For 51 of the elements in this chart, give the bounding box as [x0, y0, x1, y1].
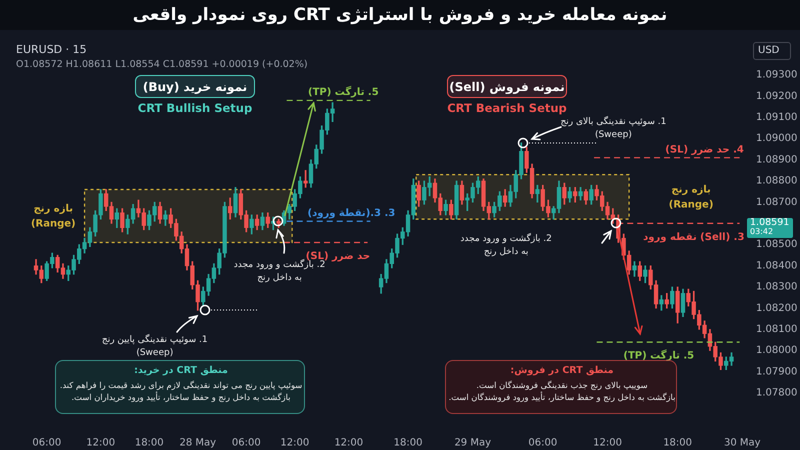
y-tick-label: 1.09300 [756, 70, 798, 81]
y-tick-label: 1.08900 [756, 154, 798, 166]
x-tick-label: 29 May [454, 438, 492, 449]
annotation: سوییپ بالای رنج جذب نقدینگی فروشندگان است. بازگشت به داخل رنج و حفظ ساختار، تأیید ورود فروشندگان است. [448, 379, 676, 404]
y-tick-label: 1.08300 [756, 282, 798, 293]
x-tick-label: 12:00 [86, 438, 116, 449]
x-tick-label: 06:00 [528, 438, 558, 449]
annotation: 1. سوئیپ نقدینگی بالای رنج (Sweep) [559, 116, 668, 142]
y-tick-label: 1.08000 [756, 345, 798, 356]
y-tick-label: 1.08700 [756, 196, 798, 208]
x-tick-label: 06:00 [32, 438, 62, 449]
x-tick-label: 12:00 [334, 438, 364, 449]
ref-line-label: 3. 3.(نقطة ورود) [308, 208, 396, 219]
x-tick-label: 18:00 [394, 438, 422, 449]
x-tick-label: 28 May [179, 438, 216, 449]
x-tick-label: 18:00 [134, 438, 164, 449]
y-tick-label: 1.07900 [756, 366, 798, 378]
text: EURUSD · 15 [16, 42, 88, 58]
annotation: نمونه فروش (Sell) [447, 75, 567, 98]
annotation: نمونه خرید (Buy) [135, 75, 255, 98]
y-tick-label: 1.09000 [756, 133, 798, 144]
ref-line-label: 5. تارگت (TP) [623, 348, 694, 362]
x-tick-label: 06:00 [232, 438, 261, 449]
text: 03:42 [750, 226, 774, 238]
annotation: 1. سوئیپ نقدینگی پایین رنج (Sweep) [100, 334, 209, 360]
annotation: 2. بازگشت و ورود مجدد به داخل رنج [459, 233, 553, 260]
y-tick-label: 1.08800 [756, 176, 798, 187]
y-tick-label: 1.08100 [756, 324, 798, 335]
y-tick-label: 1.07800 [756, 388, 798, 399]
annotation: 2. بازگشت و ورود مجدد به داخل رنج [232, 259, 326, 286]
y-tick-label: 1.08500 [756, 239, 798, 250]
ref-line-label: 3. (Sell) نقطه ورود [643, 232, 744, 243]
ref-line-label: 4. حد ضرر (SL) [665, 144, 744, 156]
y-tick-label: 1.09200 [756, 90, 798, 102]
y-tick-label: 1.08400 [756, 260, 798, 272]
annotation: منطق CRT در خرید: [133, 364, 229, 378]
x-tick-label: 30 May [724, 438, 761, 449]
x-tick-label: 12:00 [280, 438, 310, 449]
x-tick-label: 18:00 [663, 438, 692, 449]
annotation: CRT Bearish Setup [446, 100, 568, 117]
text: 1.08591 [750, 216, 790, 228]
annotation: سوئیپ پایین رنج می تواند نقدینگی لازم برای رشد قیمت را فراهم کند. بازگشت به داخل رنج و حفظ ساختار، تأیید ورود خریداران است. [58, 379, 304, 404]
x-tick-label: 12:00 [593, 438, 622, 449]
annotation: منطق CRT در فروش: [509, 364, 615, 378]
y-tick-label: 1.09100 [756, 112, 798, 123]
ref-line-label: 5. تارگت (TP) [308, 85, 379, 98]
annotation: CRT Bullish Setup [136, 100, 254, 117]
y-tick-label: 1.08200 [756, 302, 798, 314]
text: USD [758, 44, 780, 58]
chart-title: نمونه معامله خرید و فروش با استراتژی CRT روی نمودار واقعی [0, 0, 800, 30]
text: O1.08572 H1.08611 L1.08554 C1.08591 +0.00019 (+0.02%) [16, 58, 309, 72]
